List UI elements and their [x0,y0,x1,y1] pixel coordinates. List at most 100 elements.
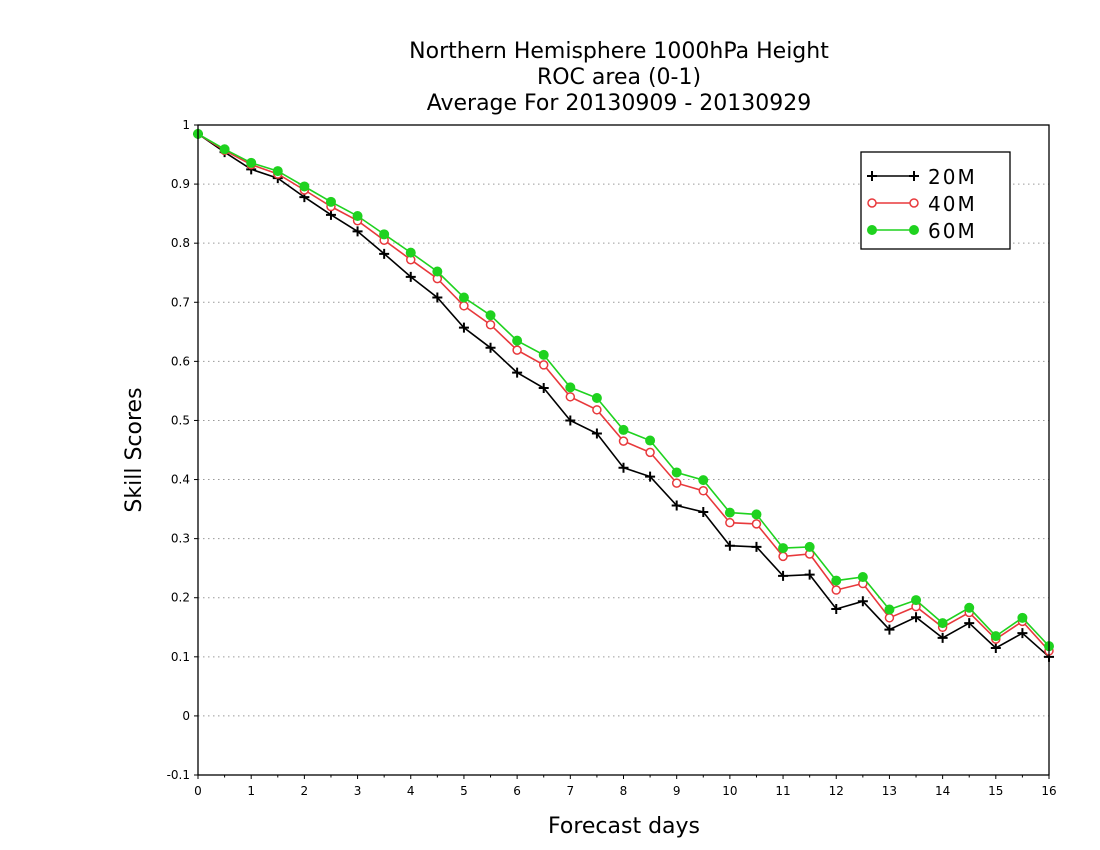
y-tick-label: 0.8 [171,236,190,250]
data-point [645,471,656,482]
y-tick-label: 0.9 [171,177,190,191]
data-point [911,612,922,623]
data-point [804,569,815,580]
data-point [751,519,762,529]
data-point [512,335,523,346]
data-point [909,198,919,208]
x-tick-label: 0 [194,784,202,798]
data-point [857,596,868,607]
x-tick-label: 5 [460,784,468,798]
legend-entry-20M: 20M [867,165,977,189]
x-tick-label: 13 [882,784,897,798]
y-tick-label: 1 [182,118,190,132]
data-point [857,572,868,583]
data-point [964,602,975,613]
data-point [778,570,789,581]
y-tick-label: 0.6 [171,354,190,368]
data-point [724,507,735,518]
data-point [512,367,523,378]
data-point [645,435,656,446]
data-point [909,171,919,181]
data-point [911,595,922,606]
data-point [565,415,576,426]
data-point [538,382,549,393]
legend: 20M 40M 60M [860,151,1011,250]
data-point [867,198,877,208]
x-tick-label: 16 [1041,784,1056,798]
data-point [485,310,496,321]
data-point [565,382,576,393]
x-tick-label: 8 [620,784,628,798]
data-point [867,171,877,181]
data-point [671,500,682,511]
x-tick-label: 10 [722,784,737,798]
legend-label: 60M [928,219,977,243]
y-tick-label: 0.1 [171,650,190,664]
y-tick-label: 0.5 [171,413,190,427]
data-point [671,467,682,478]
data-point [671,478,682,488]
data-point [884,613,895,623]
legend-label: 20M [928,165,977,189]
data-point [751,509,762,520]
data-point [458,292,469,303]
x-axis-label: Forecast days [548,814,700,839]
plot-frame [197,124,1050,776]
data-point [379,229,390,240]
y-axis: -0.1 0 0.1 0.2 0.3 0.4 0.5 0.6 0.7 0.8 0.9 1 [167,118,198,782]
data-point [884,604,895,615]
y-tick-label: 0 [182,709,190,723]
y-tick-label: -0.1 [167,768,190,782]
data-point [698,486,709,496]
data-point [964,618,975,629]
x-tick-label: 4 [407,784,415,798]
data-point [352,211,363,221]
data-point [1017,612,1028,623]
data-point [246,157,257,168]
x-tick-label: 1 [247,784,255,798]
legend-label: 40M [928,192,977,216]
data-point [909,225,919,235]
gridlines [198,183,1049,717]
data-point [867,225,877,235]
data-point [804,541,815,552]
data-point [432,292,443,303]
data-point [831,603,842,614]
data-point [538,360,549,370]
data-point [751,541,762,552]
data-point [485,319,496,330]
title-line-3: Average For 20130909 - 20130929 [427,91,812,116]
y-tick-label: 0.3 [171,532,190,546]
data-point [618,424,629,435]
data-point [432,266,443,277]
legend-box [860,151,1011,250]
legend-entry-60M: 60M [867,219,977,243]
data-point [219,144,230,155]
data-point [485,342,496,353]
data-point [591,428,602,439]
data-point [937,632,948,643]
data-point [299,181,310,192]
y-axis-label: Skill Scores [122,387,147,512]
data-point [698,475,709,486]
data-point [618,436,629,446]
data-point [272,166,283,177]
title-line-2: ROC area (0-1) [537,65,701,90]
plot-series [193,128,1054,662]
x-tick-label: 2 [301,784,309,798]
x-axis: 0 1 2 3 4 5 6 7 8 9 10 11 12 13 14 15 16 [194,775,1057,798]
y-tick-label: 0.7 [171,295,190,309]
data-point [724,540,735,551]
data-point [884,624,895,635]
legend-entry-40M: 40M [867,192,977,216]
data-point [645,447,655,458]
data-point [325,196,336,207]
series-60M [193,128,1054,652]
x-tick-label: 7 [566,784,574,798]
data-point [592,405,602,415]
x-tick-label: 3 [354,784,362,798]
data-point [831,585,841,595]
x-tick-label: 14 [935,784,950,798]
data-point [379,248,390,259]
